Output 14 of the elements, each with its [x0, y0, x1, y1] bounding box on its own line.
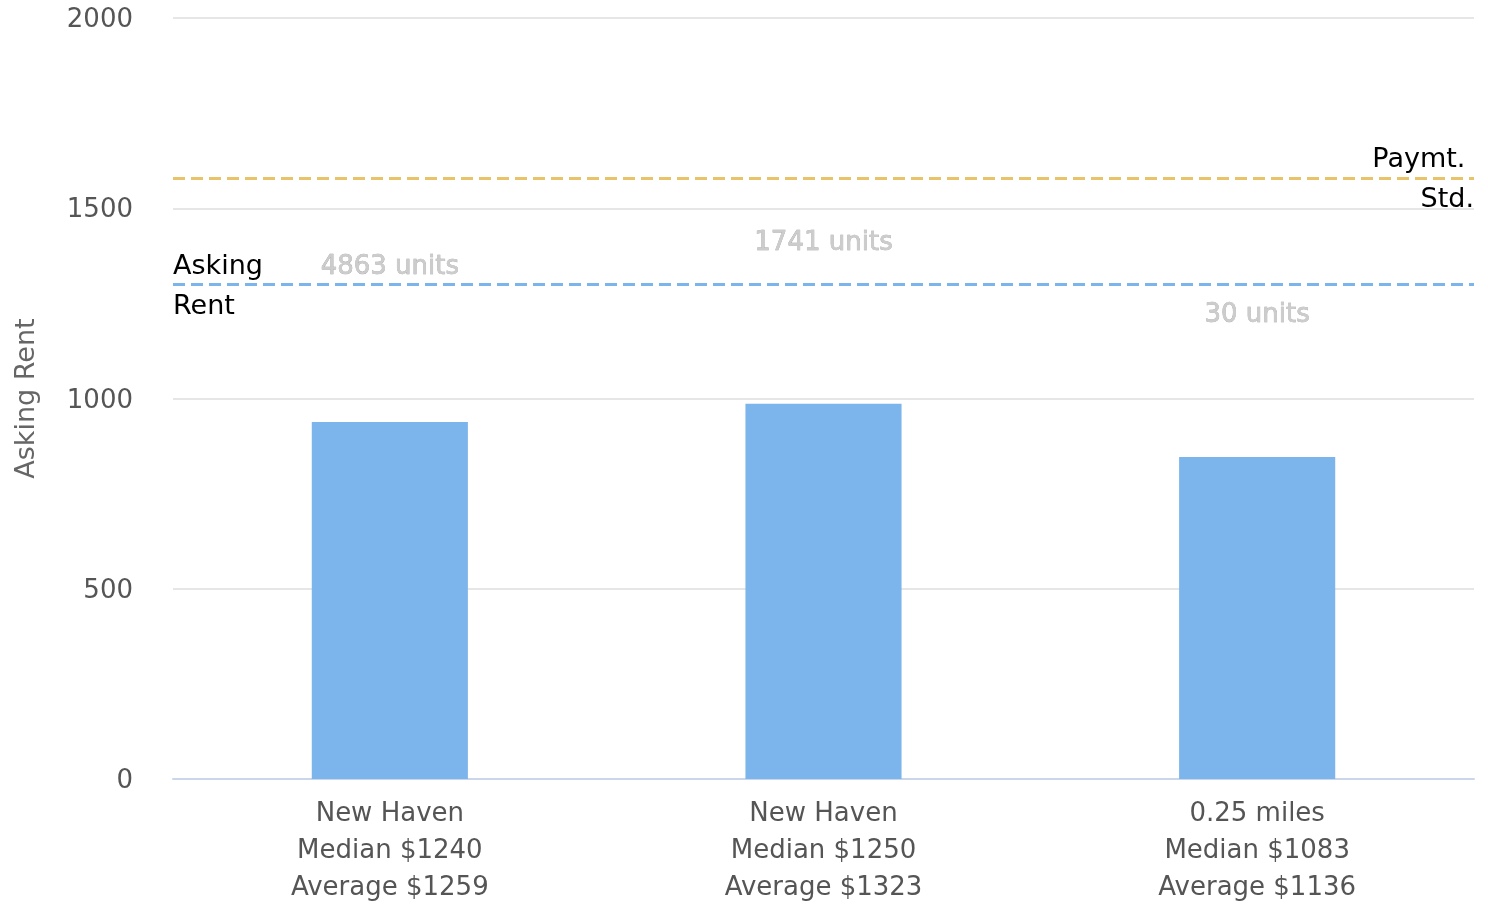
annotation: 4863 units: [320, 250, 460, 281]
x-tick-label: New Haven Median $1250 Average $1323: [724, 796, 923, 901]
y-tick-label: 1000: [66, 383, 133, 414]
y-tick-label: 0: [116, 764, 133, 794]
annotation: 1741 units: [754, 225, 893, 256]
ref-line-label: Paymt. Std.: [1372, 142, 1474, 214]
y-tick-label: 2000: [66, 3, 133, 33]
annotation: 30 units: [1204, 298, 1310, 329]
ref-line-label: Asking Rent: [173, 248, 272, 320]
x-tick-label: New Haven Median $1240 Average $1259: [290, 796, 489, 901]
y-tick-label: 500: [83, 573, 133, 604]
y-axis-title: Asking Rent: [9, 318, 40, 479]
y-tick-label: 1500: [66, 193, 133, 224]
x-tick-label: 0.25 miles Median $1083 Average $1136: [1158, 796, 1357, 901]
